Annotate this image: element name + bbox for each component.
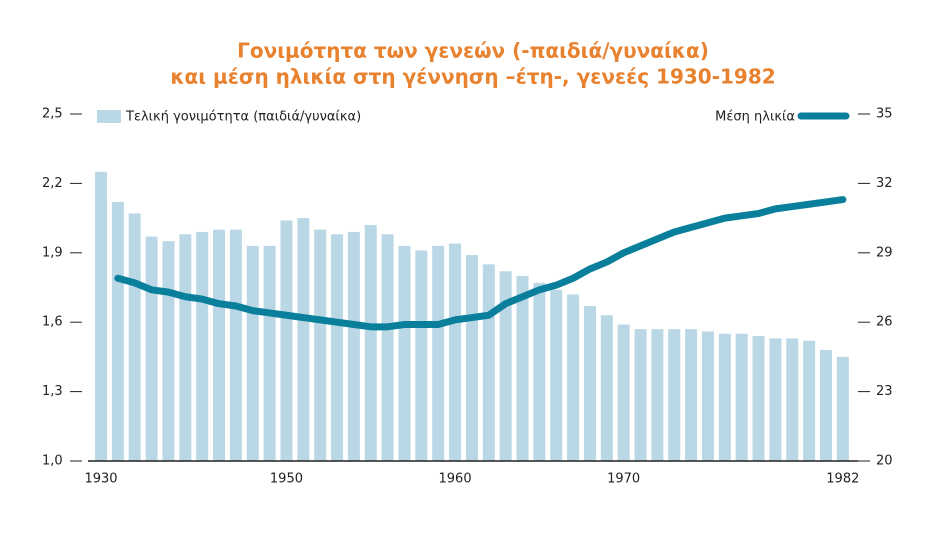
bar	[499, 271, 512, 461]
bar	[179, 234, 192, 461]
bar	[196, 231, 209, 461]
bar	[482, 264, 495, 461]
bar	[111, 201, 124, 461]
bar	[533, 282, 546, 461]
chart-title: Γονιμότητα των γενεών (-παιδιά/γυναίκα)	[237, 39, 709, 63]
bar	[516, 275, 529, 461]
x-tick-label: 1950	[270, 472, 303, 487]
y-tick-label: 1,9	[42, 245, 63, 260]
bar	[735, 333, 748, 461]
bar	[651, 329, 664, 461]
bar	[803, 340, 816, 461]
bar	[314, 229, 327, 461]
bar	[465, 255, 478, 461]
bar	[567, 294, 580, 461]
y2-tick-label: 20	[876, 454, 893, 469]
y-tick-label: 1,3	[42, 384, 63, 399]
y-tick-label: 1,6	[42, 315, 63, 330]
bar	[229, 229, 242, 461]
bar	[280, 220, 293, 461]
chart-title: και μέση ηλικία στη γέννηση –έτη-, γενεέ…	[170, 65, 775, 89]
bar	[449, 243, 462, 461]
bar	[263, 245, 276, 461]
bar	[819, 349, 832, 461]
legend-label: Μέση ηλικία	[715, 110, 795, 125]
bar	[668, 329, 681, 461]
bar	[550, 289, 563, 461]
bar	[364, 225, 377, 461]
bar	[162, 241, 175, 461]
bar	[398, 245, 411, 461]
bar	[213, 229, 226, 461]
bar	[617, 324, 630, 461]
x-tick-label: 1930	[84, 472, 117, 487]
y-tick-label: 2,2	[42, 176, 63, 191]
x-tick-label: 1970	[607, 472, 640, 487]
bar	[685, 329, 698, 461]
bar	[432, 245, 445, 461]
bar	[600, 315, 613, 461]
line	[114, 196, 847, 331]
x-tick-label: 1960	[439, 472, 472, 487]
bar	[145, 236, 158, 461]
bar	[634, 329, 647, 461]
bar	[786, 338, 799, 461]
bar	[701, 331, 714, 461]
bar	[347, 231, 360, 461]
y-tick-label: 1,0	[42, 454, 63, 469]
bar	[718, 333, 731, 461]
y2-tick-label: 35	[876, 107, 893, 122]
bar	[836, 356, 849, 461]
bar	[769, 338, 782, 461]
bar	[752, 336, 765, 461]
bar	[331, 234, 344, 461]
y-tick-label: 2,5	[42, 107, 63, 122]
bar	[583, 306, 596, 461]
bar	[95, 171, 107, 462]
y2-tick-label: 29	[876, 245, 893, 260]
x-tick-label: 1982	[826, 472, 859, 487]
legend-label: Τελική γονιμότητα (παιδιά/γυναίκα)	[125, 110, 361, 125]
bar	[381, 234, 394, 461]
legend-swatch	[97, 110, 121, 123]
bar	[246, 245, 259, 461]
y2-tick-label: 26	[876, 315, 893, 330]
bar	[128, 213, 141, 461]
bar	[415, 250, 428, 461]
bar	[297, 218, 310, 461]
y2-tick-label: 23	[876, 384, 893, 399]
y2-tick-label: 32	[876, 176, 893, 191]
